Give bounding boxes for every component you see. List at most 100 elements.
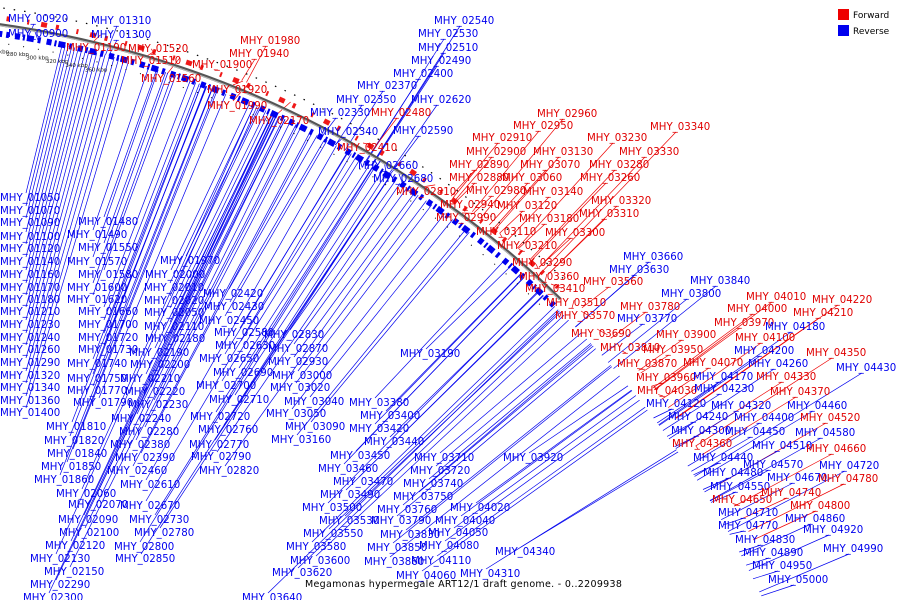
gene-label-mhy-01360: MHY_01360 xyxy=(0,396,60,407)
gene-label-mhy-00900: MHY_00900 xyxy=(8,29,68,40)
gene-label-mhy-01170: MHY_01170 xyxy=(0,283,60,294)
gene-label-mhy-02680: MHY_02680 xyxy=(373,174,433,185)
connector-line xyxy=(25,48,79,258)
gene-label-mhy-03320: MHY_03320 xyxy=(591,196,651,207)
gene-label-mhy-01620: MHY_01620 xyxy=(67,295,127,306)
connector-line xyxy=(761,584,795,597)
gene-label-mhy-02280: MHY_02280 xyxy=(119,427,179,438)
gene-label-mhy-02800: MHY_02800 xyxy=(114,542,174,553)
connector-line xyxy=(675,410,738,449)
connector-line xyxy=(170,103,250,271)
gene-label-mhy-02400: MHY_02400 xyxy=(393,69,453,80)
gene-label-mhy-02630: MHY_02630 xyxy=(215,341,275,352)
gene-label-mhy-02830: MHY_02830 xyxy=(264,330,324,341)
connector-line xyxy=(293,192,415,358)
connector-line xyxy=(723,517,745,526)
gene-label-mhy-02720: MHY_02720 xyxy=(190,412,250,423)
gene-label-mhy-03090: MHY_03090 xyxy=(285,422,345,433)
gene-label-mhy-02350: MHY_02350 xyxy=(336,95,396,106)
connector-line xyxy=(668,342,762,408)
gene-label-mhy-04170: MHY_04170 xyxy=(693,372,753,383)
gene-label-mhy-03060: MHY_03060 xyxy=(502,173,562,184)
connector-line xyxy=(389,375,620,558)
connector-line xyxy=(92,69,159,258)
gene-label-mhy-02110: MHY_02110 xyxy=(144,322,204,333)
gene-label-mhy-03450: MHY_03450 xyxy=(330,451,390,462)
gene-label-mhy-03310: MHY_03310 xyxy=(579,209,639,220)
scale-tick-label: 340 kbp xyxy=(65,63,88,69)
gene-label-mhy-01140: MHY_01140 xyxy=(0,257,60,268)
gene-label-mhy-01100: MHY_01100 xyxy=(0,232,60,243)
gene-label-mhy-02180: MHY_02180 xyxy=(145,334,205,345)
gene-label-mhy-04370: MHY_04370 xyxy=(770,387,830,398)
reverse-cds-track xyxy=(0,30,556,308)
gene-label-mhy-04030: MHY_04030 xyxy=(637,386,697,397)
gene-label-mhy-03340: MHY_03340 xyxy=(650,122,710,133)
connector-line xyxy=(759,553,850,593)
gene-label-mhy-01750: MHY_01750 xyxy=(67,374,127,385)
gene-label-mhy-02960: MHY_02960 xyxy=(537,109,597,120)
gene-label-mhy-03850: MHY_03850 xyxy=(367,543,427,554)
connector-line xyxy=(343,277,524,465)
gene-label-mhy-02990: MHY_02990 xyxy=(436,213,496,224)
gene-label-mhy-02790: MHY_02790 xyxy=(191,452,251,463)
gene-label-mhy-02130: MHY_02130 xyxy=(30,554,90,565)
connector-line xyxy=(25,46,73,233)
connector-line xyxy=(499,233,503,238)
connector-line xyxy=(535,264,539,269)
gene-label-mhy-03570: MHY_03570 xyxy=(555,311,615,322)
connector-line xyxy=(518,223,546,250)
gene-label-mhy-02980: MHY_02980 xyxy=(466,186,526,197)
gene-label-mhy-01300: MHY_01300 xyxy=(91,30,151,41)
connector-line xyxy=(729,530,745,535)
connector-line xyxy=(675,317,820,419)
connector-line xyxy=(732,503,739,506)
scale-tick-label: 360 kbp xyxy=(85,67,108,73)
connector-line xyxy=(144,126,302,428)
connector-line xyxy=(238,164,371,369)
connector-line xyxy=(696,410,814,481)
gene-label-mhy-04210: MHY_04210 xyxy=(793,308,853,319)
gene-label-mhy-01340: MHY_01340 xyxy=(0,383,60,394)
gene-label-mhy-01810: MHY_01810 xyxy=(46,422,106,433)
connector-line xyxy=(59,88,213,476)
gene-label-mhy-01490: MHY_01490 xyxy=(67,230,127,241)
gene-label-mhy-04060: MHY_04060 xyxy=(396,571,456,582)
connector-line xyxy=(741,523,812,557)
gene-label-mhy-04110: MHY_04110 xyxy=(411,556,471,567)
gene-label-mhy-03660: MHY_03660 xyxy=(623,252,683,263)
connector-line xyxy=(25,51,94,308)
gene-label-mhy-02890: MHY_02890 xyxy=(449,160,509,171)
gene-label-mhy-01840: MHY_01840 xyxy=(47,449,107,460)
connector-line xyxy=(145,113,273,375)
gene-label-mhy-02460: MHY_02460 xyxy=(107,466,167,477)
gene-label-mhy-04920: MHY_04920 xyxy=(803,525,863,536)
connector-line xyxy=(228,135,318,290)
connector-line xyxy=(658,355,761,426)
gene-label-mhy-02770: MHY_02770 xyxy=(189,440,249,451)
gene-label-mhy-03800: MHY_03800 xyxy=(661,289,721,300)
connector-line xyxy=(727,470,846,532)
connector-line xyxy=(695,357,833,447)
connector-line xyxy=(435,338,588,467)
gene-label-mhy-02450: MHY_02450 xyxy=(199,316,259,327)
gene-label-mhy-01600: MHY_01600 xyxy=(67,283,127,294)
gene-label-mhy-02810: MHY_02810 xyxy=(396,187,456,198)
connector-line xyxy=(135,125,298,441)
connector-line xyxy=(695,445,699,450)
connector-line xyxy=(702,477,730,490)
gene-label-mhy-02200: MHY_02200 xyxy=(130,360,190,371)
gene-label-mhy-03160: MHY_03160 xyxy=(271,435,331,446)
gene-label-mhy-04770: MHY_04770 xyxy=(718,521,778,532)
gene-label-mhy-04570: MHY_04570 xyxy=(743,460,803,471)
connector-line xyxy=(405,365,611,531)
connector-line xyxy=(92,74,173,296)
connector-line xyxy=(674,435,698,448)
connector-line xyxy=(493,169,547,229)
scale-tick-label: 300 kbp xyxy=(26,55,49,61)
gene-label-mhy-03560: MHY_03560 xyxy=(583,277,643,288)
gene-label-mhy-01790: MHY_01790 xyxy=(73,398,133,409)
connector-line xyxy=(544,274,548,283)
connector-line xyxy=(662,393,721,431)
